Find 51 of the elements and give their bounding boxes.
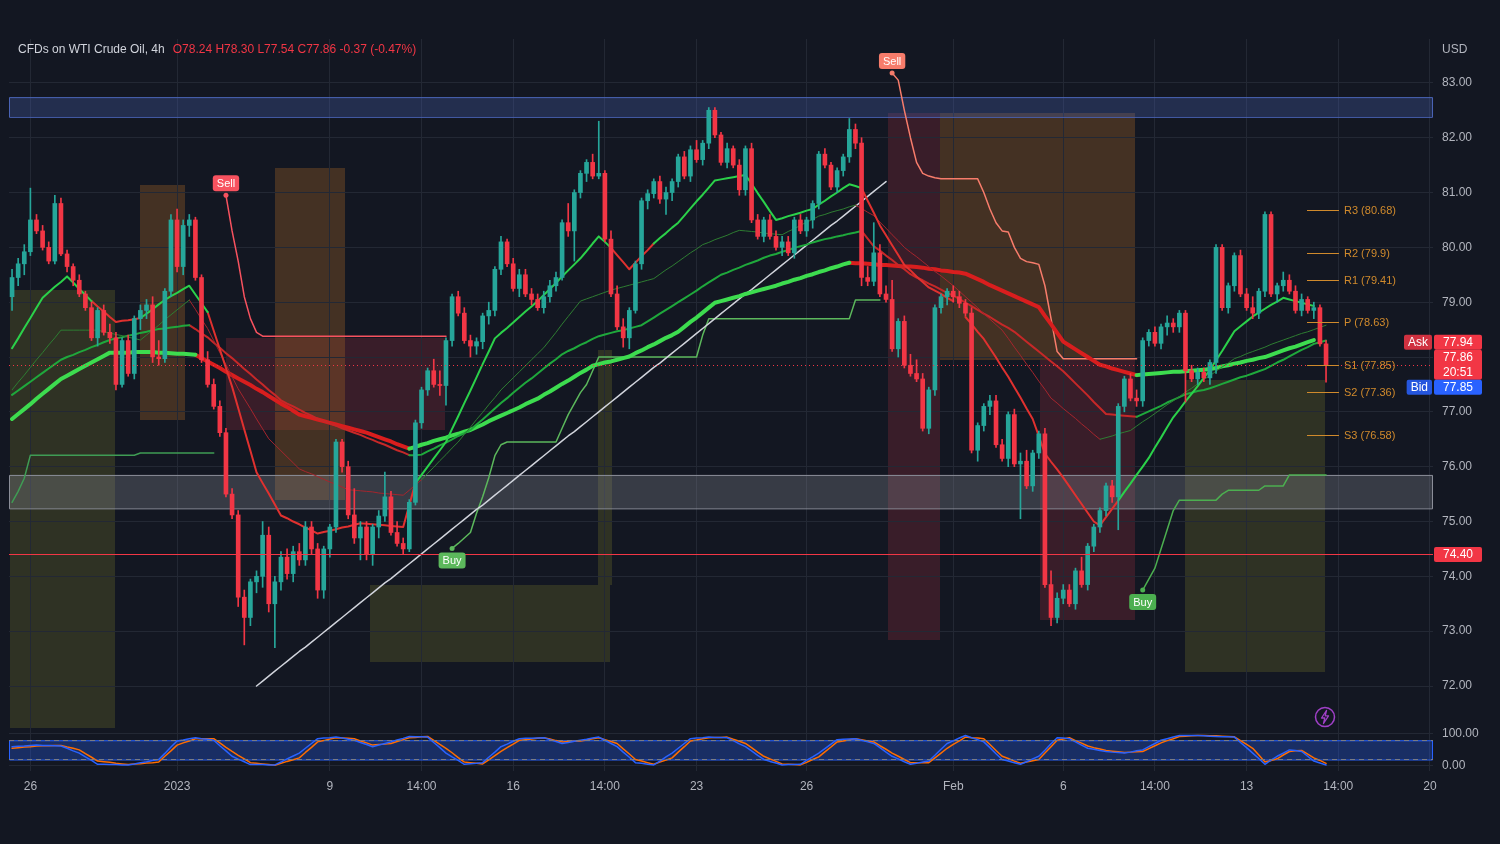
x-tick-label: 14:00 xyxy=(1323,778,1354,793)
series-label: Sell xyxy=(882,54,902,67)
ref-line-label: 77.86 20:51 xyxy=(1442,349,1474,379)
y2-tick-label: 0.00 xyxy=(1442,758,1466,773)
ref-line-label: R3 (80.68) xyxy=(1344,203,1396,216)
annotation: Ask xyxy=(1407,334,1429,349)
y-tick-label: 76.00 xyxy=(1442,459,1473,473)
x-tick-label: 26 xyxy=(799,778,814,793)
text: 77.94 xyxy=(1442,334,1474,349)
ref-line-label: S3 (76.58) xyxy=(1344,428,1396,441)
x-tick-label: 14:00 xyxy=(589,778,621,793)
y-tick-label: 75.00 xyxy=(1442,513,1473,528)
annotation: Bid xyxy=(1410,379,1428,394)
ref-line-label: S2 (77.36) xyxy=(1344,385,1396,398)
candlestick xyxy=(596,120,602,180)
x-tick-label: 26 xyxy=(23,778,38,793)
y-axis-title: USD xyxy=(1442,42,1468,57)
series-label: Buy xyxy=(442,553,463,566)
series-label: Sell xyxy=(216,176,236,189)
x-tick-label: 9 xyxy=(326,778,334,793)
chart-title: CFDs on WTI Crude Oil, 4h xyxy=(18,42,165,57)
ref-line-label: S1 (77.85) xyxy=(1344,358,1396,371)
candlestick xyxy=(1311,301,1317,319)
x-tick-label: Feb xyxy=(942,778,964,793)
y-tick-label: 74.00 xyxy=(1442,568,1473,583)
candlestick xyxy=(1170,318,1176,333)
ref-line-label: P (78.63) xyxy=(1344,315,1390,328)
ref-line-label: R2 (79.9) xyxy=(1344,246,1390,259)
y-tick-label: 80.00 xyxy=(1442,239,1473,254)
y-tick-label: 77.00 xyxy=(1442,404,1473,419)
x-tick-label: 6 xyxy=(1059,778,1067,793)
candlestick xyxy=(437,370,443,396)
y-tick-label: 83.00 xyxy=(1442,75,1473,90)
y-tick-label: 79.00 xyxy=(1442,294,1473,309)
x-tick-label: 13 xyxy=(1239,778,1254,793)
x-tick-label: 14:00 xyxy=(406,778,437,793)
text: 77.85 xyxy=(1442,379,1474,394)
y-tick-label: 81.00 xyxy=(1442,184,1473,199)
y-tick-label: 73.00 xyxy=(1442,623,1473,638)
ref-line-label: R1 (79.41) xyxy=(1344,273,1396,286)
x-tick-label: 23 xyxy=(689,778,704,793)
x-tick-label: 2023 xyxy=(163,778,191,793)
series-label: Buy xyxy=(1133,595,1153,608)
y-tick-label: 82.00 xyxy=(1442,130,1473,145)
x-tick-label: 16 xyxy=(506,778,521,793)
y-tick-label: 72.00 xyxy=(1442,678,1473,693)
ref-line-label: 74.40 xyxy=(1442,546,1474,561)
annotation: O78.24 H78.30 L77.54 C77.86 -0.37 (-0.47%) xyxy=(172,42,417,57)
x-tick-label: 20 xyxy=(1423,778,1437,793)
x-tick-label: 14:00 xyxy=(1139,778,1171,793)
y2-tick-label: 100.00 xyxy=(1442,726,1480,741)
